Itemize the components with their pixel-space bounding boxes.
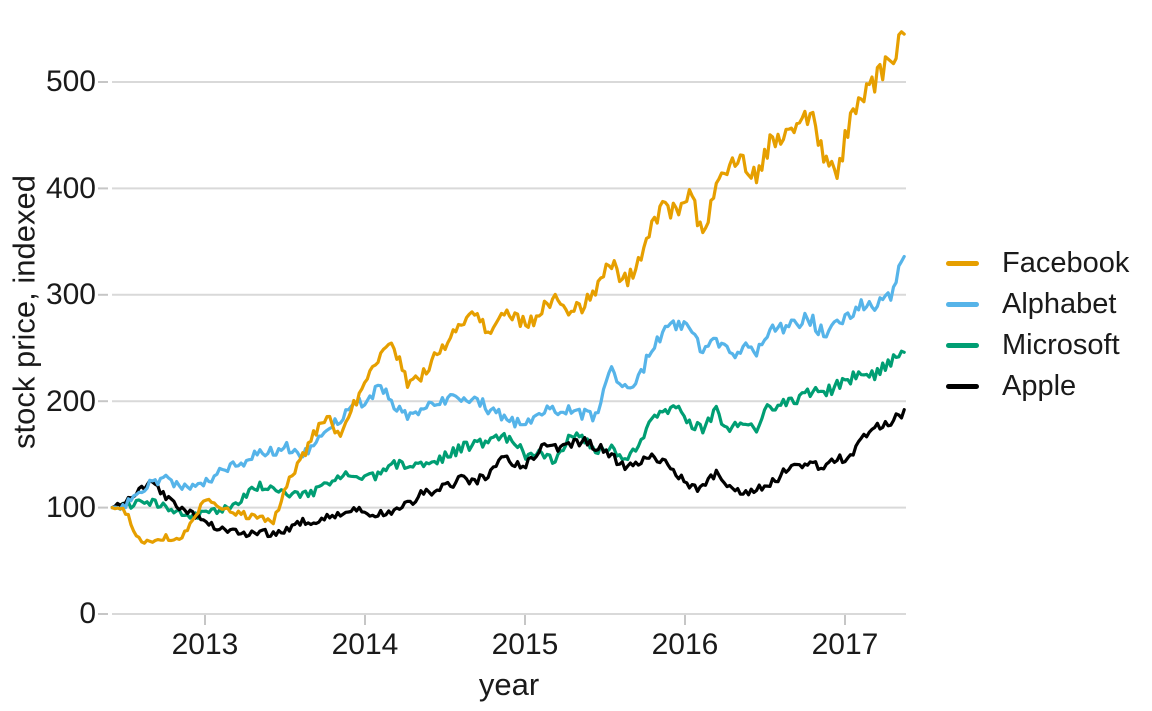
legend-label-alphabet: Alphabet bbox=[1002, 288, 1117, 320]
legend-label-microsoft: Microsoft bbox=[1002, 329, 1120, 361]
alphabet-line-swatch bbox=[946, 302, 979, 307]
y-tick-label-0: 0 bbox=[79, 597, 96, 630]
legend-item-apple: Apple bbox=[946, 366, 1129, 407]
apple-line-swatch bbox=[946, 384, 979, 389]
facebook-line-swatch bbox=[946, 261, 979, 266]
legend-item-microsoft: Microsoft bbox=[946, 325, 1129, 366]
x-tick-label-2013: 2013 bbox=[171, 628, 239, 661]
y-tick-label-400: 400 bbox=[45, 172, 96, 205]
legend-label-apple: Apple bbox=[1002, 370, 1077, 402]
x-axis-title: year bbox=[478, 667, 540, 702]
legend-item-facebook: Facebook bbox=[946, 243, 1129, 284]
y-tick-label-200: 200 bbox=[45, 385, 96, 418]
x-tick-label-2015: 2015 bbox=[491, 628, 559, 661]
x-tick-label-2017: 2017 bbox=[811, 628, 879, 661]
y-tick-label-300: 300 bbox=[45, 278, 96, 311]
x-tick-label-2014: 2014 bbox=[331, 628, 399, 661]
y-tick-label-100: 100 bbox=[45, 491, 96, 524]
legend-label-facebook: Facebook bbox=[1002, 247, 1130, 279]
y-axis-title: stock price, indexed bbox=[6, 175, 42, 449]
legend-item-alphabet: Alphabet bbox=[946, 284, 1129, 325]
legend: Facebook Alphabet Microsoft Apple bbox=[946, 243, 1129, 407]
microsoft-line-swatch bbox=[946, 343, 979, 348]
x-tick-label-2016: 2016 bbox=[651, 628, 719, 661]
y-tick-label-500: 500 bbox=[45, 65, 96, 98]
